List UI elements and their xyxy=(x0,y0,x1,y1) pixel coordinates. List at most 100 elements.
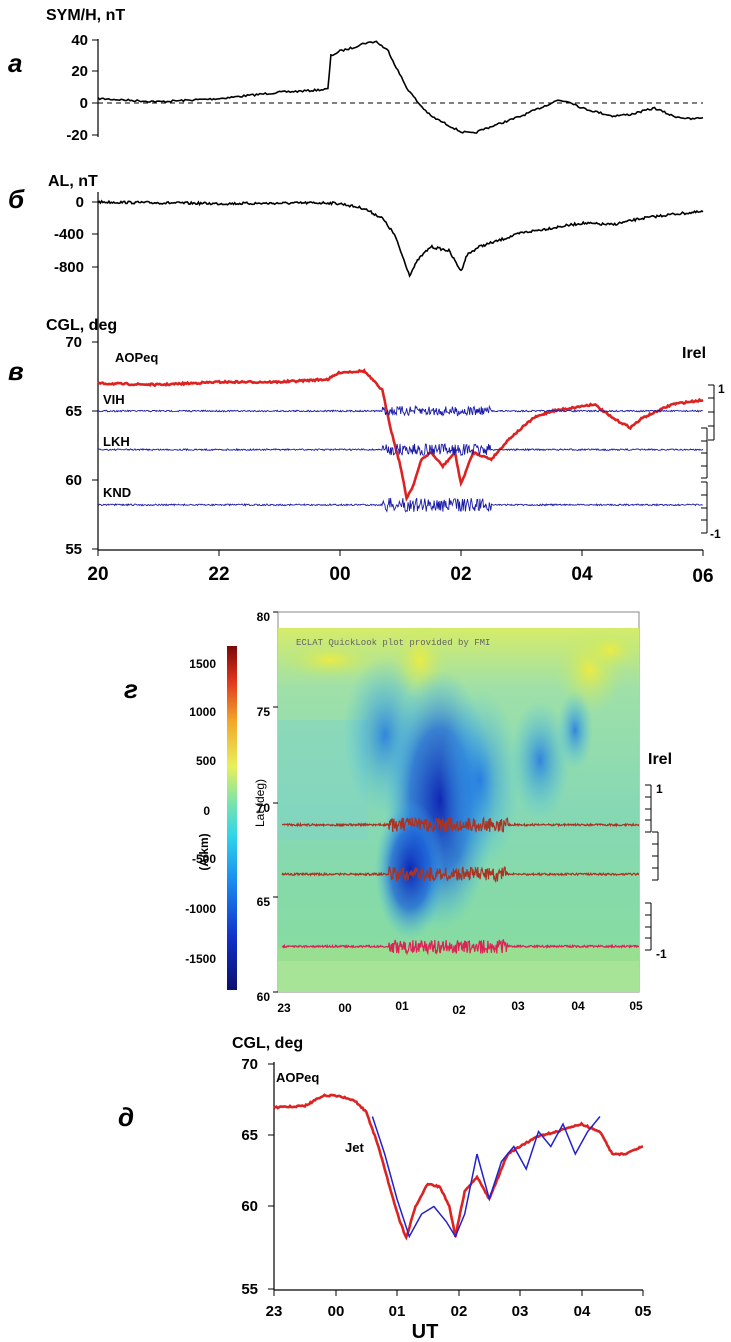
cgl2-xtick-label: 23 xyxy=(266,1303,283,1320)
cgl-series-label-lkh: LKH xyxy=(103,434,130,449)
colorbar-tick: -500 xyxy=(192,852,216,866)
cgl-series-line-lkh xyxy=(97,442,704,457)
panel-letter-b: б xyxy=(8,184,25,214)
cgl2-series-label-aopeq: AOPeq xyxy=(276,1070,319,1085)
cgl-series-label-vih: VIH xyxy=(103,392,125,407)
colorbar-tick: -1000 xyxy=(185,902,216,916)
cgl2-ylabel: CGL, deg xyxy=(232,1035,303,1052)
heatmap-ytick-label: 80 xyxy=(257,610,271,624)
colorbar-tick: -1500 xyxy=(185,952,216,966)
cgl2-xlabel: UT xyxy=(412,1321,439,1342)
heatmap-irel-bottom: -1 xyxy=(656,947,667,961)
panel-letter-v: в xyxy=(8,356,24,386)
symh-ytick-label: 20 xyxy=(71,63,88,80)
heatmap-x-ticks: 23 00 01 02 03 04 05 xyxy=(277,999,643,1017)
heatmap-xtick-label: 05 xyxy=(629,999,643,1013)
panel-letter-d: д xyxy=(118,1102,134,1132)
cgl-irel-scale: 1 -1 xyxy=(701,382,725,541)
cgl-series-label-knd: KND xyxy=(103,485,131,500)
colorbar-tick: 1000 xyxy=(189,705,216,719)
cgl2-x-ticks: 23 00 01 02 03 04 05 xyxy=(266,1290,652,1320)
heatmap-ytick-label: 75 xyxy=(257,705,271,719)
cgl2-xtick-label: 04 xyxy=(574,1303,591,1320)
heatmap-xtick-label: 03 xyxy=(511,999,525,1013)
panel-symh: а SYM/H, nT 40 20 0 -20 xyxy=(8,7,704,144)
cgl-y-ticks: 70 65 60 55 xyxy=(65,334,98,558)
cgl2-xtick-label: 03 xyxy=(512,1303,529,1320)
cgl2-ytick-label: 55 xyxy=(241,1281,258,1298)
colorbar-tick: 0 xyxy=(203,804,210,818)
cgl-irel-top: 1 xyxy=(718,382,725,396)
cgl-series-line-aopeq xyxy=(97,368,704,502)
symh-series-line xyxy=(97,40,704,134)
heatmap-trace-vih xyxy=(281,816,639,833)
colorbar-tick: 500 xyxy=(196,754,216,768)
heatmap-annotation: ECLAT QuickLook plot provided by FMI xyxy=(296,638,490,648)
cgl-series-line-knd xyxy=(97,497,703,513)
cgl-xtick-label: 02 xyxy=(450,564,471,585)
cgl-xtick-label: 00 xyxy=(329,564,350,585)
heatmap-xtick-label: 00 xyxy=(338,1001,352,1015)
heatmap-irel-label: Irel xyxy=(648,751,672,768)
cgl-irel-bottom: -1 xyxy=(710,527,721,541)
panel-al: б AL, nT 0 -400 -800 xyxy=(8,173,704,288)
heatmap-xtick-label: 02 xyxy=(452,1003,466,1017)
cgl2-xtick-label: 02 xyxy=(451,1303,468,1320)
cgl-series-line-vih xyxy=(97,404,704,417)
cgl-ytick-label: 65 xyxy=(65,403,82,420)
al-series-line xyxy=(97,199,704,278)
cgl-x-ticks: 20 22 00 02 04 06 xyxy=(87,550,714,587)
heatmap-xtick-label: 04 xyxy=(571,999,585,1013)
cgl-ytick-label: 70 xyxy=(65,334,82,351)
symh-y-ticks: 40 20 0 -20 xyxy=(66,32,98,144)
cgl2-series-line-aopeq xyxy=(273,1093,644,1241)
symh-ytick-label: 0 xyxy=(80,95,88,112)
colorbar xyxy=(227,646,237,990)
symh-ytick-label: 40 xyxy=(71,32,88,49)
al-ytick-label: -400 xyxy=(54,226,84,243)
panel-letter-a: а xyxy=(8,48,22,78)
cgl2-series-line-jet xyxy=(371,1116,601,1239)
cgl2-ytick-label: 60 xyxy=(241,1198,258,1215)
symh-ylabel: SYM/H, nT xyxy=(46,7,125,24)
cgl-ylabel: CGL, deg xyxy=(46,317,117,334)
cgl-ytick-label: 60 xyxy=(65,472,82,489)
panel-eclat: г (A/km) 1500 1000 500 0 -500 -1000 -150… xyxy=(124,610,672,1017)
heatmap-trace-lkh xyxy=(281,866,639,884)
symh-ytick-label: -20 xyxy=(66,127,88,144)
cgl-ytick-label: 55 xyxy=(65,541,82,558)
cgl-xtick-label: 20 xyxy=(87,564,108,585)
heatmap-irel-scale: 1 -1 xyxy=(645,782,667,961)
heatmap-xtick-label: 23 xyxy=(277,1001,291,1015)
heatmap-trace-knd xyxy=(281,939,639,956)
cgl2-series-label-jet: Jet xyxy=(345,1140,364,1155)
heatmap-field xyxy=(278,628,639,961)
panel-cgl: в CGL, deg 70 65 60 55 20 22 00 02 04 06 xyxy=(8,288,725,587)
colorbar-ticks: 1500 1000 500 0 -500 -1000 -1500 xyxy=(185,657,216,966)
cgl2-xtick-label: 05 xyxy=(635,1303,652,1320)
heatmap-bottom-strip xyxy=(278,961,639,992)
cgl-irel-label: Irel xyxy=(682,345,706,362)
al-ytick-label: -800 xyxy=(54,259,84,276)
cgl2-ytick-label: 70 xyxy=(241,1056,258,1073)
cgl-xtick-label: 22 xyxy=(208,564,229,585)
panel-letter-g: г xyxy=(124,674,138,704)
heatmap-irel-top: 1 xyxy=(656,782,663,796)
panel-cgl-jet: д CGL, deg 70 65 60 55 23 00 01 02 03 xyxy=(118,1035,651,1342)
heatmap-xtick-label: 01 xyxy=(395,999,409,1013)
cgl-series-label-aopeq: AOPeq xyxy=(115,350,158,365)
cgl2-ytick-label: 65 xyxy=(241,1127,258,1144)
heatmap-ytick-label: 70 xyxy=(257,801,271,815)
heatmap-ytick-label: 65 xyxy=(257,895,271,909)
cgl2-xtick-label: 00 xyxy=(328,1303,345,1320)
colorbar-tick: 1500 xyxy=(189,657,216,671)
al-ytick-label: 0 xyxy=(76,194,84,211)
cgl-xtick-label: 06 xyxy=(692,566,713,587)
cgl2-xtick-label: 01 xyxy=(389,1303,406,1320)
heatmap-ylabel: Lat (deg) xyxy=(253,779,267,827)
colorbar-label: (A/km) xyxy=(197,833,211,870)
heatmap-y-ticks: 80 75 70 65 60 xyxy=(257,610,278,1004)
heatmap-ytick-label: 60 xyxy=(257,990,271,1004)
al-ylabel: AL, nT xyxy=(48,173,98,190)
